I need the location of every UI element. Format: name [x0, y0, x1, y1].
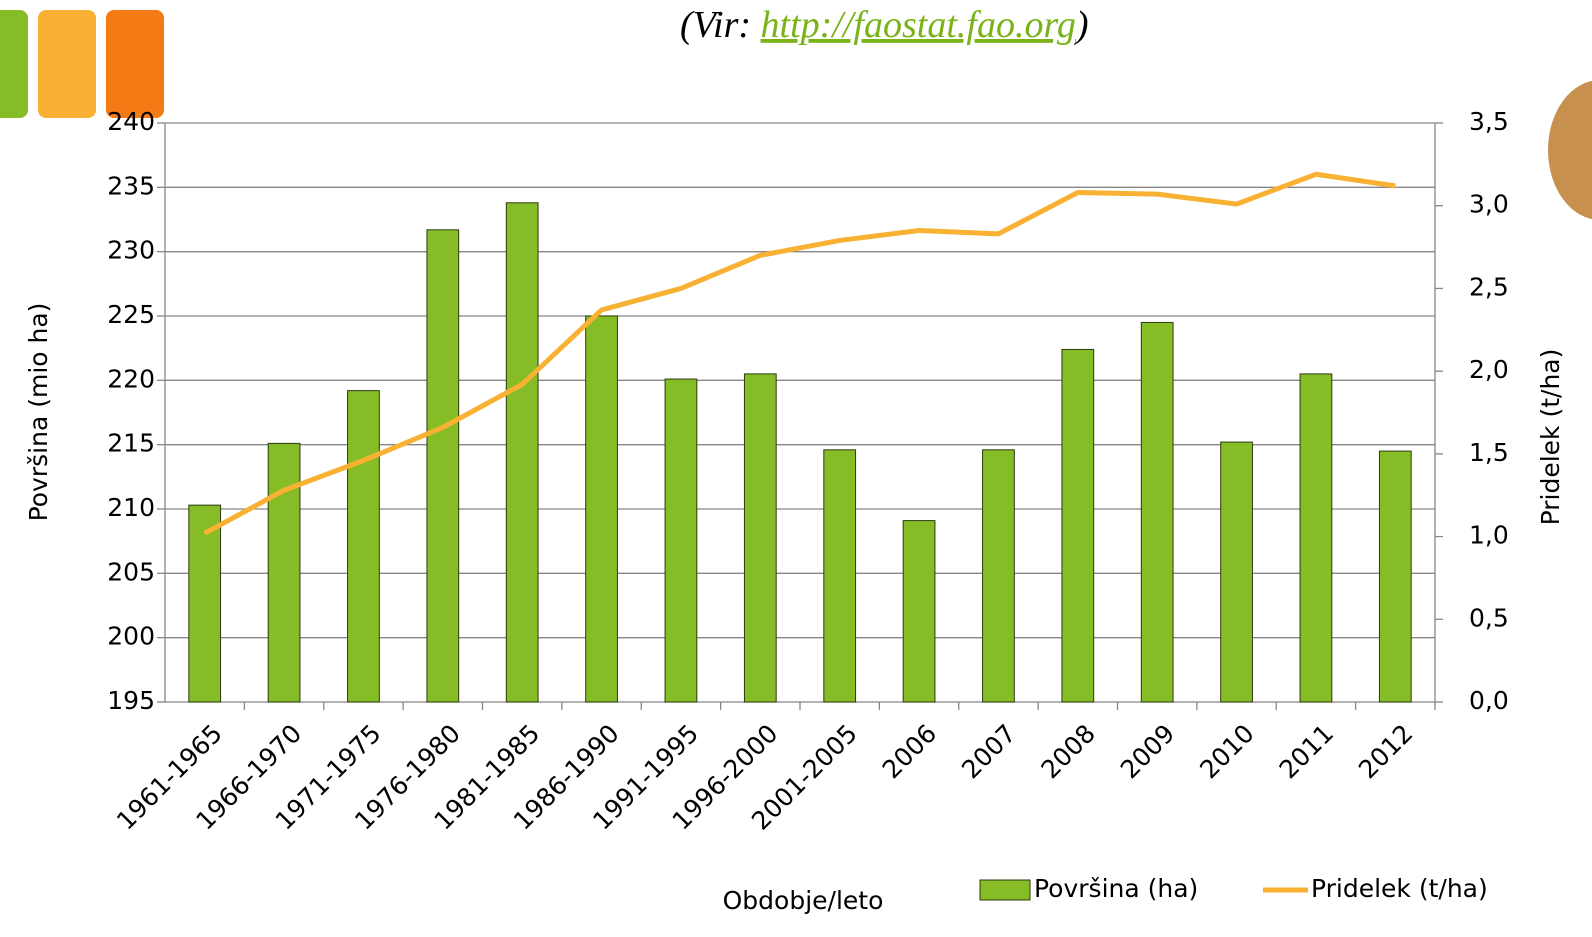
y2-tick-label: 0,5: [1469, 603, 1509, 632]
x-tick-label: 2006: [877, 719, 942, 784]
x-tick-label: 2012: [1353, 719, 1418, 784]
y2-axis-label: Pridelek (t/ha): [1536, 349, 1565, 526]
x-tick-label: 2009: [1115, 719, 1180, 784]
bar: [902, 520, 936, 703]
bar: [1061, 348, 1095, 703]
deco-square: [0, 10, 28, 118]
x-tick-label: 2007: [956, 719, 1021, 784]
y2-tick-label: 2,5: [1469, 272, 1509, 301]
deco-square: [38, 10, 96, 118]
legend-label: Površina (ha): [1034, 874, 1198, 903]
deco-image: [1548, 80, 1592, 220]
line: [203, 171, 1396, 536]
y-tick-label: 210: [107, 493, 155, 522]
source: (Vir: http://faostat.fao.org): [680, 4, 1088, 46]
bar: [267, 442, 301, 703]
y2-tick-label: 1,5: [1469, 438, 1509, 467]
x-tick-label: 2010: [1194, 719, 1259, 784]
y-tick-label: 230: [107, 236, 155, 265]
y-tick-label: 195: [107, 686, 155, 715]
y-tick-label: 205: [107, 557, 155, 586]
y-axis-label: Površina (mio ha): [24, 303, 53, 522]
source-prefix: (Vir:: [680, 4, 761, 46]
bar: [188, 504, 222, 703]
legend-label: Pridelek (t/ha): [1311, 874, 1488, 903]
y2-tick-label: 3,0: [1469, 190, 1509, 219]
bar: [743, 373, 777, 703]
bar: [585, 315, 618, 703]
bar: [823, 449, 857, 703]
bar: [1140, 321, 1174, 703]
y-tick-label: 220: [107, 364, 155, 393]
bar: [1220, 441, 1253, 703]
y2-tick-label: 0,0: [1469, 686, 1509, 715]
y-tick-label: 225: [107, 300, 155, 329]
bar: [982, 449, 1015, 703]
y-tick-label: 215: [107, 429, 155, 458]
bar: [426, 229, 460, 703]
y-tick-label: 200: [107, 622, 155, 651]
bar: [347, 390, 380, 703]
bar: [505, 202, 539, 703]
bar: [1299, 373, 1333, 703]
bar: [664, 378, 698, 703]
source-suffix: ): [1074, 4, 1089, 46]
y2-tick-label: 2,0: [1469, 355, 1509, 384]
y2-tick-label: 1,0: [1469, 521, 1509, 550]
legend-swatch: [979, 879, 1031, 901]
y-tick-label: 240: [107, 107, 155, 136]
x-tick-label: 2008: [1036, 719, 1101, 784]
deco-square: [106, 10, 164, 118]
y2-tick-label: 3,5: [1469, 107, 1509, 136]
bar: [1378, 450, 1412, 703]
source-link[interactable]: http://faostat.fao.org: [761, 4, 1076, 46]
x-axis-label: Obdobje/leto: [723, 886, 884, 915]
y-tick-label: 235: [107, 171, 155, 200]
x-tick-label: 2011: [1274, 719, 1339, 784]
